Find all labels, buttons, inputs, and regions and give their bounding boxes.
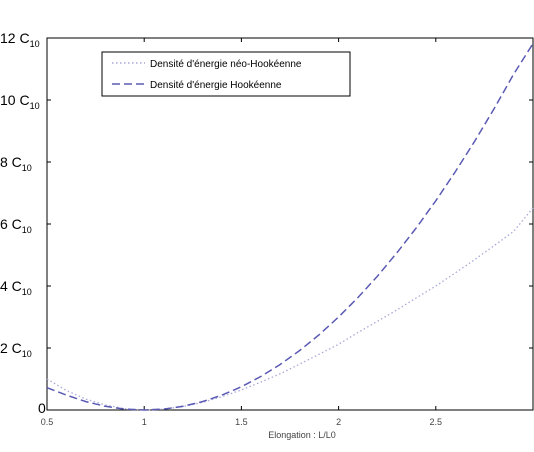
y-tick-label-main: 0 — [38, 400, 46, 416]
x-axis-label: Elongation : L/L0 — [268, 430, 336, 440]
y-tick-label: 12 C10 — [0, 30, 40, 49]
y-tick-label-main: 12 C — [0, 30, 30, 46]
legend-box — [101, 51, 351, 97]
x-tick-label: 2 — [336, 417, 341, 427]
series-line-neo-hookean — [46, 207, 534, 411]
y-tick-label-main: 8 C — [0, 154, 22, 170]
y-tick-label-subscript: 10 — [30, 39, 40, 49]
series-line-hookean — [46, 43, 534, 411]
y-tick-label-main: 2 C — [0, 340, 22, 356]
y-tick-label-subscript: 10 — [22, 225, 32, 235]
legend: Densité d'énergie néo-Hookéenne Densité … — [101, 51, 351, 97]
x-tick-label: 0.5 — [41, 417, 54, 427]
y-tick-label-main: 6 C — [0, 216, 22, 232]
x-tick-label: 1 — [142, 417, 147, 427]
y-tick-label: 4 C10 — [0, 278, 32, 297]
x-axis-ticks: 0.5 1 1.5 2 2.5 — [41, 38, 442, 427]
y-tick-label-subscript: 10 — [30, 101, 40, 111]
legend-label-hookean: Densité d'énergie Hookéenne — [150, 80, 282, 91]
y-tick-label-main: 10 C — [0, 92, 30, 108]
y-tick-label-main: 4 C — [0, 278, 22, 294]
y-tick-label-subscript: 10 — [22, 163, 32, 173]
y-tick-label-subscript: 10 — [22, 287, 32, 297]
y-tick-label-subscript: 10 — [22, 349, 32, 359]
y-tick-label: 6 C10 — [0, 216, 32, 235]
y-tick-label: 0 — [38, 400, 46, 416]
y-tick-label: 2 C10 — [0, 340, 32, 359]
y-tick-label: 10 C10 — [0, 92, 40, 111]
y-tick-label: 8 C10 — [0, 154, 32, 173]
legend-label-neo-hookean: Densité d'énergie néo-Hookéenne — [150, 59, 302, 70]
x-tick-label: 2.5 — [430, 417, 443, 427]
series-lines — [46, 43, 534, 411]
x-tick-label: 1.5 — [235, 417, 248, 427]
plot-frame — [46, 37, 534, 411]
